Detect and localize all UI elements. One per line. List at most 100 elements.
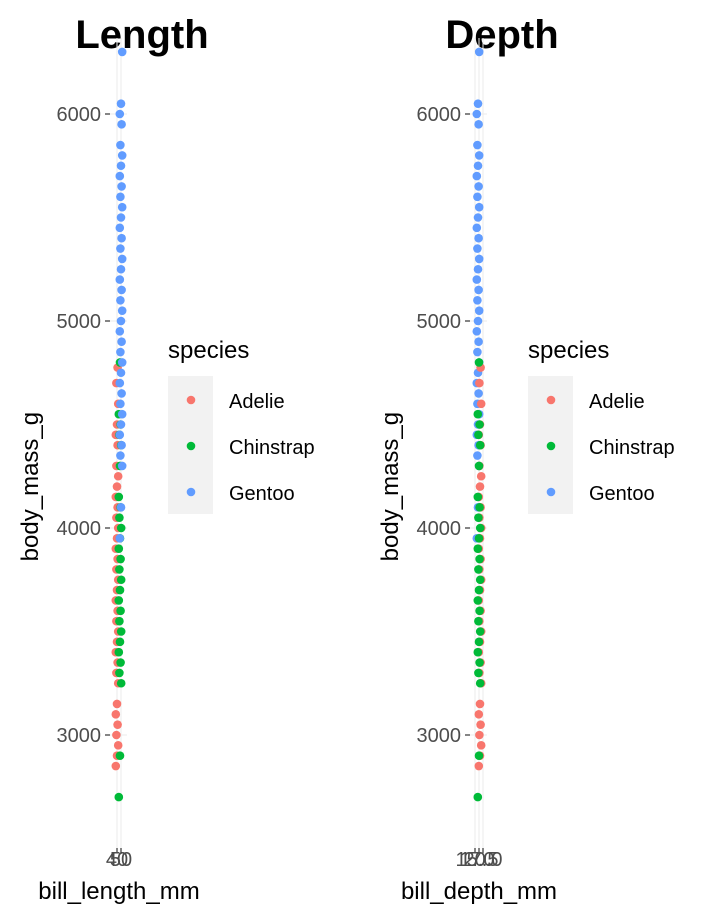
point-chinstrap [475,440,485,450]
x-tick-label: 17.5 [460,849,499,871]
point-gentoo [117,182,126,191]
point-gentoo [116,244,125,253]
point-gentoo [116,192,125,202]
y-axis-title: body_mass_g [17,412,44,561]
legend-label-gentoo: Gentoo [589,483,655,505]
point-chinstrap [474,751,484,760]
point-gentoo [474,202,484,212]
point-gentoo [472,327,482,336]
point-gentoo [117,47,127,57]
point-chinstrap [475,627,485,636]
point-gentoo [474,337,483,347]
legend-key-gentoo [186,487,196,497]
point-gentoo [117,120,126,129]
point-gentoo [473,161,483,171]
point-gentoo [117,440,126,450]
point-chinstrap [473,492,483,502]
point-gentoo [115,430,125,440]
x-axis-title: bill_depth_mm [401,878,557,905]
x-tick-label: 20.0 [464,849,503,871]
point-chinstrap [115,565,124,574]
point-gentoo [116,296,125,305]
point-adelie [111,761,121,771]
point-gentoo [117,151,127,160]
point-gentoo [116,316,126,326]
point-adelie [474,761,484,771]
legend: species Adelie Chinstrap Gentoo [168,337,315,514]
point-chinstrap [474,534,484,543]
point-adelie [476,471,486,481]
point-gentoo [472,223,482,233]
point-gentoo [474,151,484,160]
point-gentoo [473,296,482,305]
point-gentoo [115,223,125,233]
point-gentoo [473,192,482,202]
point-chinstrap [474,637,484,647]
point-adelie [113,471,123,481]
point-chinstrap [473,596,483,605]
point-chinstrap [474,565,483,574]
point-chinstrap [116,575,126,585]
point-gentoo [474,182,483,191]
point-gentoo [473,244,482,253]
point-chinstrap [115,513,124,522]
point-gentoo [116,347,125,357]
point-gentoo [116,503,126,512]
point-gentoo [473,140,482,150]
legend-key-gentoo [546,487,556,497]
x-tick-label: 50 [110,849,132,871]
point-chinstrap [116,554,125,564]
point-chinstrap [115,751,125,760]
point-chinstrap [116,627,126,636]
legend-key-chinstrap [186,441,196,451]
point-adelie [476,741,486,750]
point-gentoo [116,99,126,108]
point-chinstrap [474,358,484,367]
point-chinstrap [475,420,484,429]
point-chinstrap [473,409,483,419]
x-tick-label: 15.0 [456,849,495,871]
point-chinstrap [473,647,483,657]
y-tick-label: 5000 [417,311,462,333]
chart-title: Length [75,13,208,57]
legend-key-adelie [546,395,556,405]
point-gentoo [116,264,126,274]
point-gentoo [117,389,126,398]
point-gentoo [474,254,484,264]
point-gentoo [116,140,125,150]
point-chinstrap [474,430,483,440]
point-gentoo [473,213,483,222]
point-gentoo [117,337,126,347]
point-gentoo [116,213,126,222]
point-chinstrap [116,678,126,688]
point-adelie [112,730,121,740]
point-chinstrap [473,792,483,802]
point-gentoo [117,285,126,295]
point-adelie [474,710,484,719]
y-tick-label: 3000 [417,725,462,747]
point-gentoo [472,275,482,284]
point-chinstrap [116,523,126,533]
point-gentoo [474,285,483,295]
point-gentoo [473,316,483,326]
point-gentoo [116,451,125,460]
x-axis-title: bill_length_mm [38,878,199,905]
point-adelie [475,730,484,740]
point-chinstrap [475,575,485,585]
legend-label-chinstrap: Chinstrap [589,437,675,459]
point-gentoo [473,264,483,274]
point-chinstrap [114,647,124,657]
point-gentoo [116,161,126,171]
point-chinstrap [474,585,484,595]
point-adelie [476,720,485,729]
x-tick-label: 40 [106,849,128,871]
point-gentoo [474,306,484,315]
data-points [111,47,127,802]
point-gentoo [115,534,125,543]
point-gentoo [474,233,483,243]
point-gentoo [474,389,483,398]
point-chinstrap [475,503,484,512]
point-chinstrap [473,544,483,553]
